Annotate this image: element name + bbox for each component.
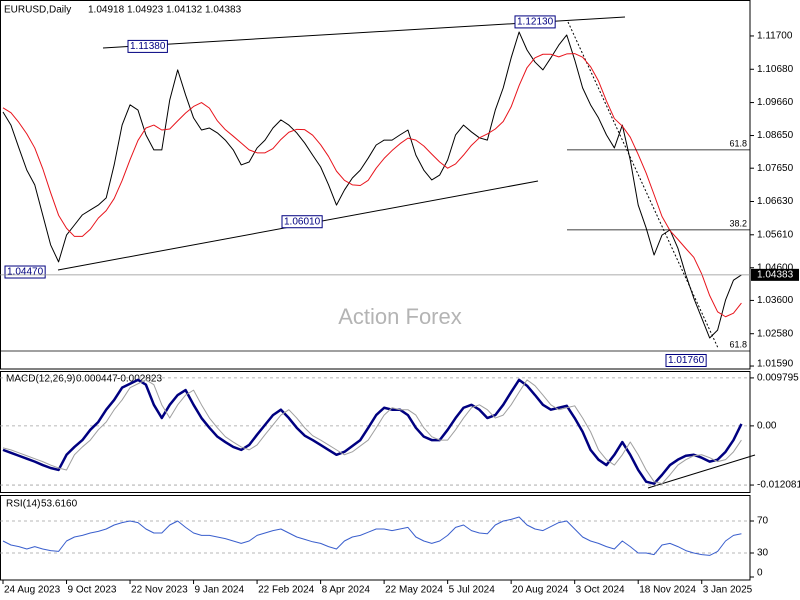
current-price-tag [751, 268, 799, 281]
fib-label: 38.2 [729, 218, 747, 228]
price-panel [0, 0, 751, 370]
x-tick-label: 22 Feb 2024 [258, 585, 315, 596]
y-tick-label: 1.06630 [757, 196, 794, 207]
watermark: Action Forex [338, 304, 462, 329]
y-tick-label: 30 [757, 548, 769, 559]
macd-reading: -0.002823 [117, 374, 162, 385]
y-tick-label: 1.04600 [757, 262, 794, 273]
y-tick-label: 1.09660 [757, 97, 794, 108]
ohlc-value: 1.04132 [166, 5, 203, 16]
ohlc-value: 1.04383 [205, 5, 242, 16]
current-price-label: 1.04383 [757, 269, 794, 280]
y-tick-label: 0 [757, 568, 763, 579]
x-tick-label: 9 Jan 2024 [195, 585, 245, 596]
price-label-box [665, 353, 707, 367]
ohlc-value: 1.04923 [127, 5, 164, 16]
macd-reading: 0.000447 [76, 374, 118, 385]
rsi-title: RSI(14) [6, 499, 40, 510]
y-tick-label: -0.012081 [757, 480, 800, 491]
y-tick-label: 1.08650 [757, 130, 794, 141]
x-tick-label: 3 Oct 2024 [576, 585, 625, 596]
y-tick-label: 1.10680 [757, 64, 794, 75]
price-label: 1.04470 [7, 267, 44, 278]
x-tick-label: 20 Aug 2024 [512, 585, 569, 596]
series-line [2, 378, 743, 485]
y-tick-label: 1.03600 [757, 295, 794, 306]
y-tick-label: 1.07650 [757, 163, 794, 174]
y-tick-label: 70 [757, 516, 769, 527]
y-tick-label: 1.11700 [757, 31, 793, 42]
rsi-reading: 53.6160 [41, 499, 78, 510]
x-tick-label: 5 Jul 2024 [449, 585, 496, 596]
macd-panel [0, 371, 751, 493]
y-tick-label: 1.02580 [757, 328, 794, 339]
x-tick-label: 22 Nov 2023 [131, 585, 188, 596]
macd-title: MACD(12,26,9) [6, 374, 75, 385]
y-tick-label: 1.01590 [757, 359, 794, 370]
price-label-box [514, 15, 556, 29]
series-line [2, 379, 742, 485]
x-tick-label: 24 Aug 2023 [4, 585, 61, 596]
fib-label: 61.8 [729, 339, 747, 349]
price-label: 1.01760 [668, 355, 705, 366]
x-tick-label: 18 Nov 2024 [639, 585, 696, 596]
x-tick-label: 9 Oct 2023 [68, 585, 117, 596]
series-line [2, 516, 742, 556]
chart-title: EURUSD,Daily [4, 5, 71, 16]
price-label: 1.12130 [517, 17, 554, 28]
x-tick-label: 22 May 2024 [385, 585, 443, 596]
price-label-box [281, 215, 323, 229]
fib-label: 61.8 [729, 138, 747, 148]
y-tick-label: 1.05610 [757, 229, 794, 240]
rsi-panel [0, 495, 751, 581]
price-label: 1.11380 [130, 41, 166, 52]
x-tick-label: 3 Jan 2025 [703, 585, 753, 596]
x-tick-label: 8 Apr 2024 [322, 585, 371, 596]
y-tick-label: 0.009795 [757, 373, 799, 384]
price-label: 1.06010 [284, 216, 321, 227]
price-label-box [127, 39, 168, 53]
series-line [2, 53, 742, 318]
ohlc-value: 1.04918 [88, 5, 125, 16]
y-tick-label: 0.00 [757, 421, 777, 432]
trendline [647, 454, 756, 489]
series-line [2, 31, 742, 339]
